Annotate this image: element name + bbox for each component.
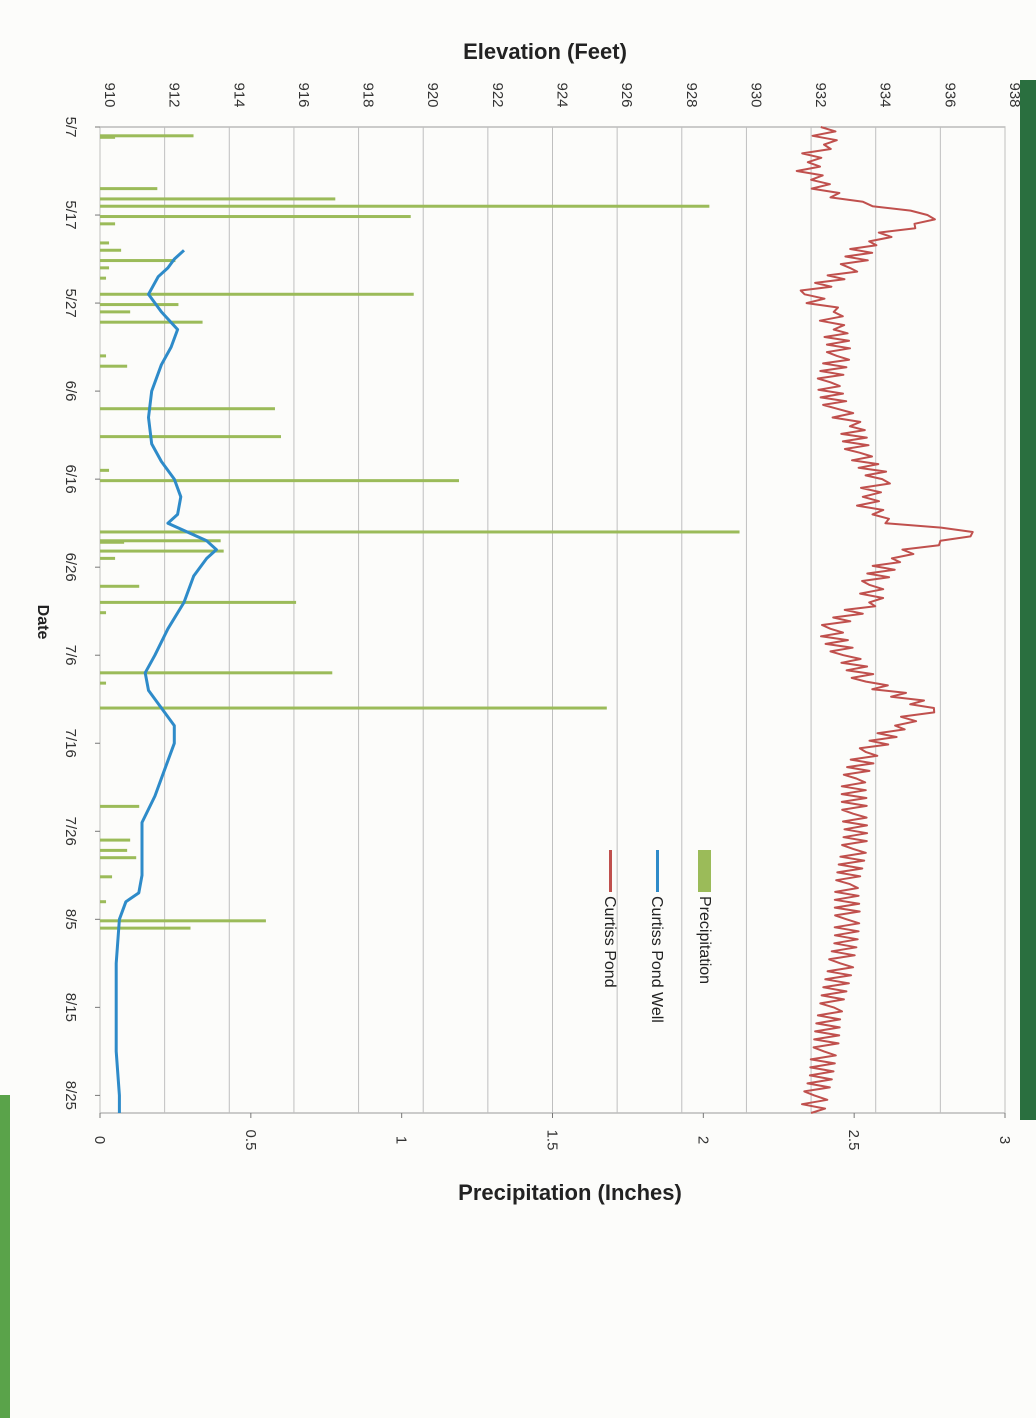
precipitation-bars [100,134,740,930]
elevation-tick-label: 910 [101,82,118,107]
precipitation-bar [100,292,414,296]
precipitation-bar [100,303,179,307]
precipitation-tick-label: 0 [91,1136,108,1144]
legend-label-precipitation: Precipitation [696,896,713,984]
precipitation-tick-label: 1.5 [544,1130,561,1151]
elevation-tick-label: 914 [230,82,247,107]
precipitation-bar [100,241,110,245]
precipitation-bar [100,354,107,358]
date-tick-label: 7/6 [62,645,79,666]
precipitation-bar [100,556,116,560]
date-tick-label: 5/17 [62,200,79,229]
precipitation-tick-label: 1 [393,1136,410,1144]
precipitation-bar [100,134,194,138]
precipitation-tick-label: 0.5 [242,1130,259,1151]
precipitation-bar [100,611,107,615]
elevation-tick-label: 938 [1006,82,1023,107]
legend-swatch-curtiss-pond-well [656,850,659,892]
precipitation-bar [100,671,333,675]
precipitation-bar [100,838,131,842]
precipitation-bar [100,681,107,685]
precipitation-bar [100,919,266,923]
precipitation-bar [100,530,740,534]
precipitation-bar [100,926,191,930]
precipitation-bar [100,706,607,710]
elevation-tick-label: 926 [618,82,635,107]
date-tick-label: 5/7 [62,117,79,138]
elevation-tick-label: 932 [812,82,829,107]
precipitation-bar [100,549,224,553]
date-tick-label: 8/5 [62,909,79,930]
precipitation-bar [100,584,140,588]
elevation-tick-label: 936 [941,82,958,107]
precipitation-bar [100,276,107,280]
date-tick-label: 6/16 [62,465,79,494]
elevation-tick-label: 916 [295,82,312,107]
legend-label-curtiss-pond-well: Curtiss Pond Well [648,896,665,1023]
date-tick-label: 6/26 [62,553,79,582]
scan-edge-left [0,1095,10,1418]
date-axis-title: Date [34,605,51,640]
elevation-axis-title: Elevation (Feet) [463,39,627,64]
precipitation-tick-label: 2 [694,1136,711,1144]
precipitation-bar [100,435,281,439]
series-line-curtiss-pond [795,126,974,1114]
gridlines [99,126,1006,1114]
scan-edge-right [1020,80,1036,1120]
precipitation-bar [100,875,113,879]
elevation-tick-label: 928 [683,82,700,107]
legend-swatch-curtiss-pond [609,850,612,892]
elevation-tick-label: 918 [360,82,377,107]
series-line-curtiss-pond-well [114,249,218,1113]
precipitation-bar [100,900,107,904]
precipitation-bar [100,468,110,472]
elevation-tick-label: 912 [166,82,183,107]
precipitation-bar [100,222,116,226]
elevation-tick-label: 934 [877,82,894,107]
precipitation-bar [100,320,203,324]
elevation-tick-label: 920 [424,82,441,107]
series-lines [114,126,974,1114]
precipitation-bar [100,197,336,201]
date-tick-label: 8/25 [62,1081,79,1110]
precipitation-tick-label: 3 [996,1136,1013,1144]
precipitation-bar [100,848,128,852]
date-tick-label: 5/27 [62,288,79,317]
precipitation-bar [100,187,158,191]
elevation-tick-label: 924 [554,82,571,107]
legend-swatch-precipitation [698,850,711,892]
elevation-tick-label: 930 [747,82,764,107]
precipitation-tick-label: 2.5 [845,1130,862,1151]
precipitation-bar [100,215,411,219]
legend-label-curtiss-pond: Curtiss Pond [601,896,618,988]
precipitation-bar [100,204,710,208]
precipitation-bar [100,804,140,808]
precipitation-bar [100,479,459,483]
legend: Precipitation Curtiss Pond Well Curtiss … [601,850,713,1023]
elevation-tick-label: 922 [489,82,506,107]
precipitation-bar [100,364,128,368]
date-tick-label: 7/26 [62,817,79,846]
precipitation-bar [100,259,176,263]
precipitation-bar [100,856,137,860]
precipitation-bar [100,407,275,411]
precipitation-bar [100,248,122,252]
precipitation-bar [100,310,131,314]
precipitation-bar [100,539,221,543]
date-tick-label: 8/15 [62,993,79,1022]
date-tick-label: 6/6 [62,381,79,402]
precipitation-bar [100,600,297,604]
precipitation-bar [100,135,116,139]
precipitation-axis-title: Precipitation (Inches) [458,1180,682,1205]
axes: 910 912 914 916 918 920 922 924 926 928 930 932 934 9… [62,82,1023,1150]
date-tick-label: 7/16 [62,729,79,758]
precipitation-bar [100,266,110,270]
